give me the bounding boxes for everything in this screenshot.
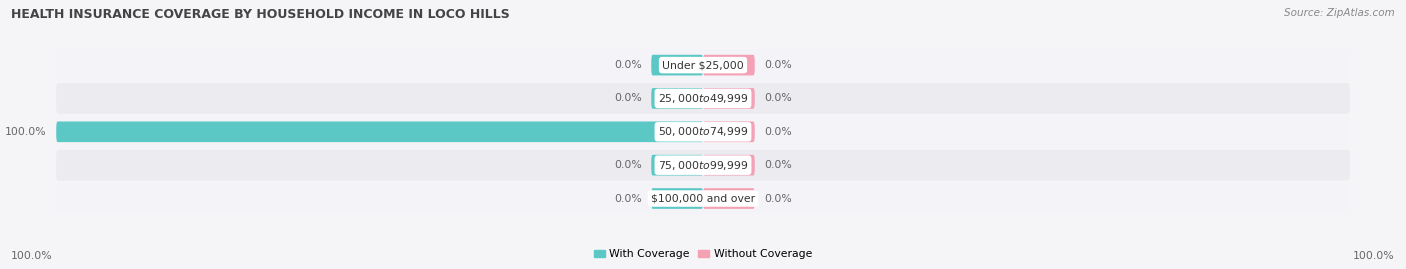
Text: 0.0%: 0.0%	[765, 193, 792, 204]
Text: 0.0%: 0.0%	[614, 93, 641, 104]
FancyBboxPatch shape	[651, 155, 703, 175]
Text: 0.0%: 0.0%	[765, 93, 792, 104]
Text: 0.0%: 0.0%	[614, 160, 641, 170]
Text: $50,000 to $74,999: $50,000 to $74,999	[658, 125, 748, 138]
FancyBboxPatch shape	[651, 55, 703, 75]
Text: 0.0%: 0.0%	[614, 193, 641, 204]
FancyBboxPatch shape	[56, 122, 703, 142]
Text: 100.0%: 100.0%	[4, 127, 46, 137]
FancyBboxPatch shape	[651, 88, 703, 109]
Text: 0.0%: 0.0%	[765, 160, 792, 170]
FancyBboxPatch shape	[56, 83, 1350, 114]
FancyBboxPatch shape	[703, 155, 755, 175]
FancyBboxPatch shape	[703, 88, 755, 109]
Text: $75,000 to $99,999: $75,000 to $99,999	[658, 159, 748, 172]
FancyBboxPatch shape	[56, 50, 1350, 80]
Text: 0.0%: 0.0%	[765, 60, 792, 70]
Text: 0.0%: 0.0%	[765, 127, 792, 137]
Text: Source: ZipAtlas.com: Source: ZipAtlas.com	[1284, 8, 1395, 18]
FancyBboxPatch shape	[651, 188, 703, 209]
FancyBboxPatch shape	[703, 55, 755, 75]
Text: 100.0%: 100.0%	[1353, 251, 1395, 261]
Legend: With Coverage, Without Coverage: With Coverage, Without Coverage	[589, 245, 817, 264]
FancyBboxPatch shape	[56, 116, 1350, 147]
Text: HEALTH INSURANCE COVERAGE BY HOUSEHOLD INCOME IN LOCO HILLS: HEALTH INSURANCE COVERAGE BY HOUSEHOLD I…	[11, 8, 510, 21]
FancyBboxPatch shape	[56, 183, 1350, 214]
FancyBboxPatch shape	[56, 150, 1350, 180]
Text: Under $25,000: Under $25,000	[662, 60, 744, 70]
FancyBboxPatch shape	[703, 122, 755, 142]
Text: 100.0%: 100.0%	[11, 251, 53, 261]
FancyBboxPatch shape	[703, 188, 755, 209]
Text: $100,000 and over: $100,000 and over	[651, 193, 755, 204]
Text: $25,000 to $49,999: $25,000 to $49,999	[658, 92, 748, 105]
Text: 0.0%: 0.0%	[614, 60, 641, 70]
